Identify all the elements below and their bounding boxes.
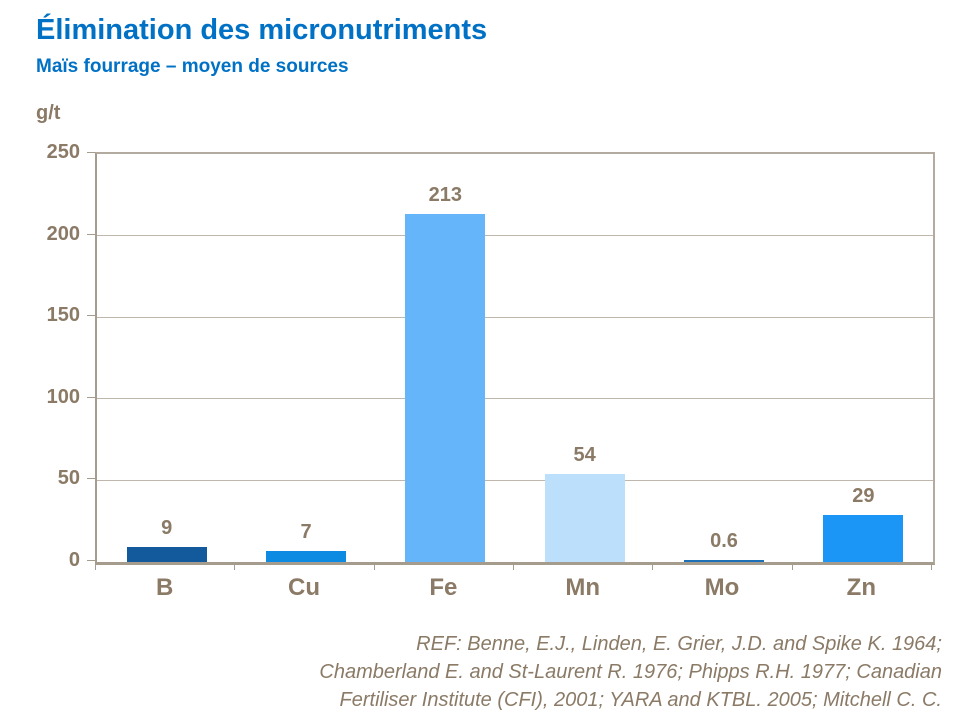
- y-axis-tick: [87, 233, 95, 235]
- x-axis-tick: [373, 563, 375, 570]
- y-axis-tick-label: 100: [46, 385, 80, 408]
- y-axis-tick: [87, 396, 95, 398]
- gridline: [97, 479, 933, 481]
- y-axis-tick: [87, 315, 95, 317]
- bar-value-label: 9: [161, 517, 173, 540]
- chart-subtitle: Maïs fourrage – moyen de sources: [36, 56, 349, 77]
- x-axis-category-label: Mo: [704, 574, 740, 601]
- x-axis-tick: [513, 563, 514, 570]
- x-axis-tick: [652, 563, 654, 570]
- bar-value-label: 29: [852, 484, 875, 507]
- bar-Cu: [266, 550, 346, 562]
- y-axis-tick: [87, 560, 95, 561]
- gridline: [97, 235, 933, 237]
- chart-title: Élimination des micronutriments: [36, 14, 488, 46]
- x-axis-category-label: B: [155, 574, 174, 601]
- y-axis-tick-label: 200: [46, 222, 80, 245]
- y-axis-tick: [87, 478, 95, 480]
- x-axis-tick: [95, 563, 96, 570]
- gridline: [97, 316, 933, 318]
- y-axis-tick-label: 150: [46, 304, 80, 327]
- x-axis-tick: [791, 563, 793, 570]
- x-axis-category-label: Cu: [288, 574, 320, 601]
- bar-value-label: 213: [428, 184, 463, 207]
- reference-text: REF: Benne, E.J., Linden, E. Grier, J.D.…: [222, 630, 942, 714]
- y-axis-tick: [87, 152, 95, 153]
- bar-Mo: [684, 560, 764, 562]
- y-axis-tick-label: 50: [57, 467, 80, 490]
- bar-value-label: 0.6: [710, 530, 738, 552]
- bar-Fe: [405, 214, 486, 562]
- x-axis-category-label: Fe: [429, 574, 458, 601]
- y-axis-unit-label: g/t: [36, 102, 61, 124]
- x-axis-category-label: Zn: [846, 574, 876, 601]
- bar-Zn: [823, 514, 904, 562]
- bar-B: [126, 547, 207, 562]
- bar-value-label: 54: [573, 443, 596, 466]
- x-axis-tick: [234, 563, 236, 570]
- x-axis-category-label: Mn: [565, 574, 600, 601]
- reference-line: Fertiliser Institute (CFI), 2001; YARA a…: [339, 689, 942, 711]
- y-axis-tick-label: 250: [46, 141, 80, 163]
- gridline: [97, 398, 933, 400]
- reference-line: REF: Benne, E.J., Linden, E. Grier, J.D.…: [416, 633, 942, 655]
- bar-Mn: [544, 473, 625, 562]
- y-axis-tick-label: 0: [68, 549, 80, 571]
- reference-line: Chamberland E. and St-Laurent R. 1976; P…: [319, 661, 942, 683]
- bar-value-label: 7: [300, 520, 312, 543]
- chart-plot-area: 9 7 213 54 0.6 29: [95, 152, 935, 565]
- x-axis-tick: [931, 563, 932, 570]
